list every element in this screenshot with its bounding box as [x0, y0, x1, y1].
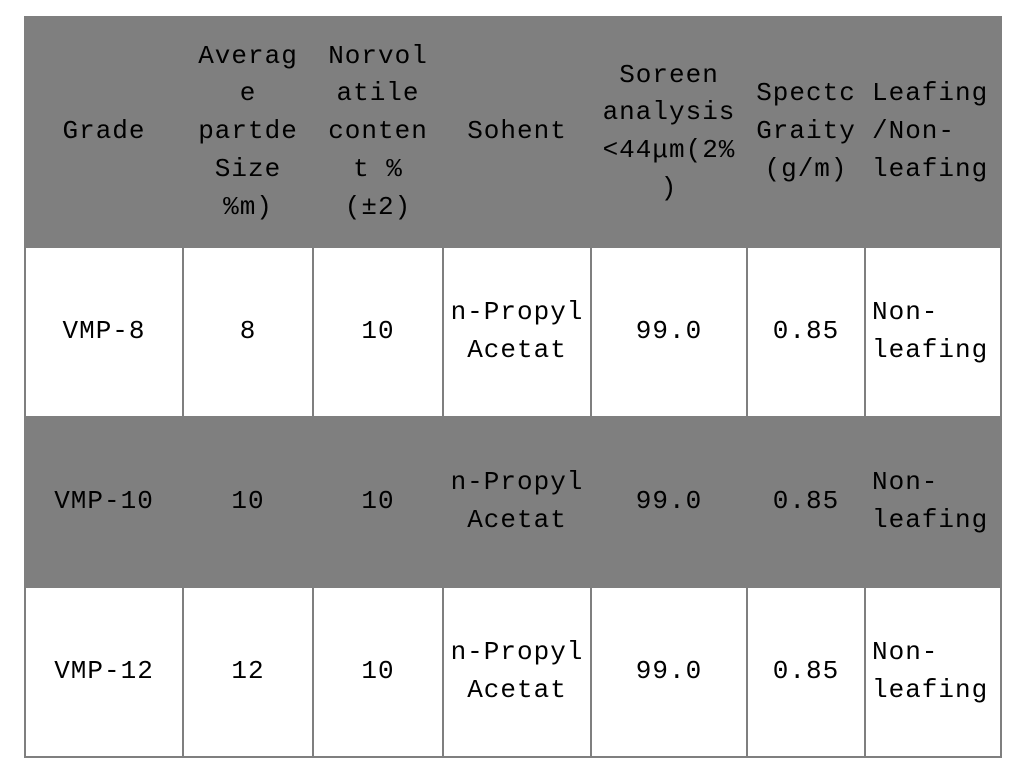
cell-text: 0.85	[773, 656, 839, 686]
table-row: VMP-8 8 10 n-Propyl Acetat 99.0 0.85 Non…	[25, 247, 1001, 417]
cell-screen: 99.0	[591, 587, 747, 757]
cell-sohent: n-Propyl Acetat	[443, 587, 591, 757]
cell-text: 8	[240, 316, 257, 346]
table-row: VMP-10 10 10 n-Propyl Acetat 99.0 0.85 N…	[25, 417, 1001, 587]
cell-text: Non-leafing	[872, 467, 988, 535]
cell-grade: VMP-12	[25, 587, 183, 757]
cell-sohent: n-Propyl Acetat	[443, 247, 591, 417]
header-row: Grade Average partde Size %m) Norvolatil…	[25, 17, 1001, 247]
cell-screen: 99.0	[591, 247, 747, 417]
cell-size: 10	[183, 417, 313, 587]
cell-nvc: 10	[313, 587, 443, 757]
cell-grade: VMP-10	[25, 417, 183, 587]
cell-text: n-Propyl Acetat	[451, 297, 584, 365]
col-size-label: Average partde Size %m)	[198, 41, 298, 222]
cell-text: 10	[361, 316, 394, 346]
table-row: VMP-12 12 10 n-Propyl Acetat 99.0 0.85 N…	[25, 587, 1001, 757]
cell-text: VMP-10	[54, 486, 154, 516]
cell-leafing: Non-leafing	[865, 247, 1001, 417]
cell-text: 0.85	[773, 486, 839, 516]
col-grade-label: Grade	[62, 116, 145, 146]
cell-text: Non-leafing	[872, 297, 988, 365]
cell-gravity: 0.85	[747, 247, 865, 417]
cell-text: VMP-12	[54, 656, 154, 686]
cell-nvc: 10	[313, 247, 443, 417]
table-header: Grade Average partde Size %m) Norvolatil…	[25, 17, 1001, 247]
spec-table: Grade Average partde Size %m) Norvolatil…	[24, 16, 1002, 758]
cell-grade: VMP-8	[25, 247, 183, 417]
cell-size: 8	[183, 247, 313, 417]
table-body: VMP-8 8 10 n-Propyl Acetat 99.0 0.85 Non…	[25, 247, 1001, 757]
cell-leafing: Non-leafing	[865, 587, 1001, 757]
cell-screen: 99.0	[591, 417, 747, 587]
cell-gravity: 0.85	[747, 417, 865, 587]
cell-text: Non-leafing	[872, 637, 988, 705]
cell-gravity: 0.85	[747, 587, 865, 757]
cell-text: 99.0	[636, 486, 702, 516]
cell-leafing: Non-leafing	[865, 417, 1001, 587]
col-leafing-label: Leafing/Non-leafing	[872, 78, 988, 183]
col-sohent-label: Sohent	[467, 116, 567, 146]
col-screen: Soreen analysis <44μm(2%)	[591, 17, 747, 247]
cell-text: 10	[231, 486, 264, 516]
cell-text: 0.85	[773, 316, 839, 346]
col-size: Average partde Size %m)	[183, 17, 313, 247]
col-leafing: Leafing/Non-leafing	[865, 17, 1001, 247]
cell-text: 99.0	[636, 656, 702, 686]
cell-text: 10	[361, 656, 394, 686]
cell-nvc: 10	[313, 417, 443, 587]
col-grade: Grade	[25, 17, 183, 247]
cell-text: 99.0	[636, 316, 702, 346]
cell-text: n-Propyl Acetat	[451, 467, 584, 535]
col-gravity-label: Spectc Graity (g/m)	[756, 78, 856, 183]
cell-sohent: n-Propyl Acetat	[443, 417, 591, 587]
cell-text: n-Propyl Acetat	[451, 637, 584, 705]
cell-size: 12	[183, 587, 313, 757]
col-sohent: Sohent	[443, 17, 591, 247]
col-screen-label: Soreen analysis <44μm(2%)	[603, 60, 736, 203]
col-gravity: Spectc Graity (g/m)	[747, 17, 865, 247]
cell-text: 12	[231, 656, 264, 686]
cell-text: 10	[361, 486, 394, 516]
col-nvc-label: Norvolatile content % (±2)	[328, 41, 428, 222]
cell-text: VMP-8	[62, 316, 145, 346]
col-nvc: Norvolatile content % (±2)	[313, 17, 443, 247]
